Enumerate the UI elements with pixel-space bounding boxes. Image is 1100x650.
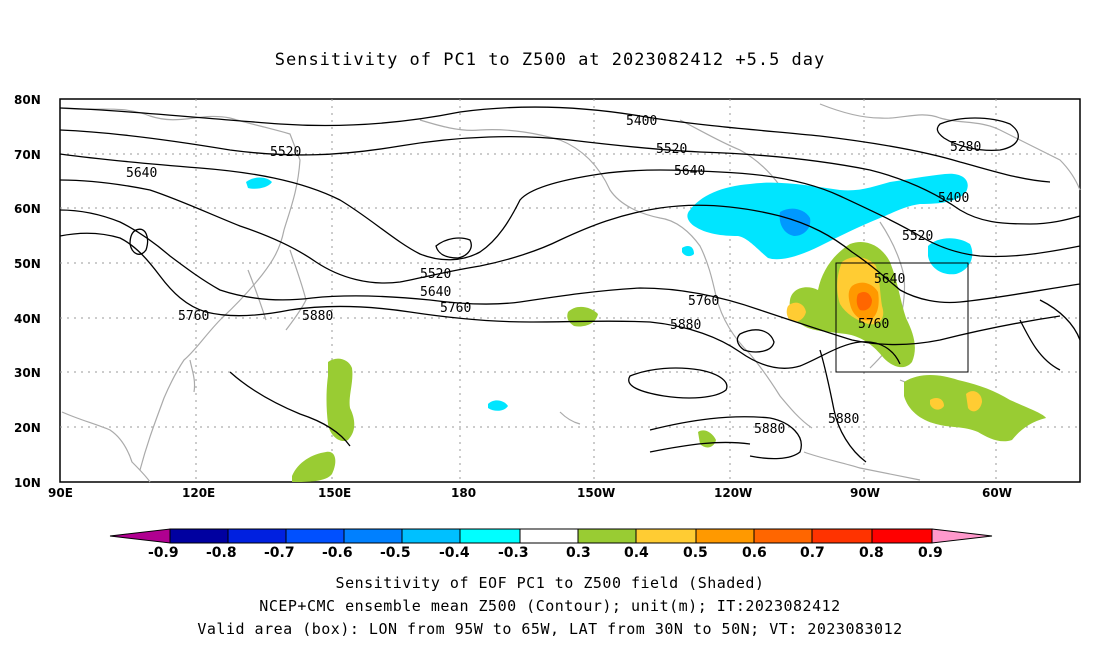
colorbar-label: -0.4 bbox=[439, 545, 470, 561]
positive-patch-yellow-east bbox=[966, 391, 982, 412]
longitude-axis: 90E 120E 150E 180 150W 120W 90W 60W bbox=[48, 486, 1012, 500]
positive-patch-yellow-west bbox=[786, 302, 806, 322]
colorbar-left-triangle bbox=[109, 528, 171, 544]
colorbar-label: -0.3 bbox=[498, 545, 529, 561]
colorbar-swatch bbox=[753, 528, 813, 544]
contour-label: 5760 bbox=[858, 317, 889, 332]
contour-label: 5400 bbox=[626, 114, 657, 129]
lon-label: 120W bbox=[714, 486, 752, 500]
negative-patch-coast bbox=[682, 246, 694, 257]
contour-labels: 5400 5520 5640 5280 5400 5520 5640 5760 … bbox=[126, 114, 981, 437]
colorbar-label: -0.8 bbox=[206, 545, 237, 561]
positive-patch-pacific-south bbox=[292, 451, 336, 482]
contour-label: 5640 bbox=[420, 285, 451, 300]
positive-patch-yellow-east-2 bbox=[930, 398, 944, 410]
lat-label: 50N bbox=[14, 257, 41, 271]
contour-label: 5760 bbox=[688, 294, 719, 309]
lon-label: 150E bbox=[318, 486, 351, 500]
colorbar-label: -0.9 bbox=[148, 545, 179, 561]
caption-valid-area: Valid area (box): LON from 95W to 65W, L… bbox=[197, 620, 903, 638]
colorbar: -0.9 -0.8 -0.7 -0.6 -0.5 -0.4 -0.3 0.3 0… bbox=[109, 528, 993, 561]
lon-label: 90E bbox=[48, 486, 73, 500]
colorbar-swatch bbox=[169, 528, 229, 544]
lat-label: 80N bbox=[14, 93, 41, 107]
lon-label: 180 bbox=[451, 486, 476, 500]
colorbar-swatch bbox=[577, 528, 637, 544]
negative-region-canada bbox=[687, 173, 968, 260]
lat-label: 70N bbox=[14, 148, 41, 162]
lat-label: 20N bbox=[14, 421, 41, 435]
positive-patch-pacific-north bbox=[326, 358, 355, 442]
contour-label: 5520 bbox=[270, 145, 301, 160]
colorbar-swatch bbox=[227, 528, 287, 544]
colorbar-label: -0.7 bbox=[264, 545, 295, 561]
colorbar-swatch bbox=[811, 528, 873, 544]
positive-core-red bbox=[856, 292, 872, 311]
contour-label: 5640 bbox=[874, 272, 905, 287]
negative-region-core bbox=[779, 208, 811, 236]
colorbar-label: -0.5 bbox=[380, 545, 411, 561]
caption-shading: Sensitivity of EOF PC1 to Z500 field (Sh… bbox=[335, 574, 765, 592]
contour-label: 5520 bbox=[656, 142, 687, 157]
colorbar-label: 0.3 bbox=[566, 545, 591, 561]
colorbar-swatch bbox=[459, 528, 521, 544]
colorbar-swatch bbox=[285, 528, 345, 544]
colorbar-swatch bbox=[635, 528, 697, 544]
colorbar-label: 0.8 bbox=[859, 545, 884, 561]
plot-area bbox=[59, 98, 1081, 483]
contour-label: 5520 bbox=[902, 229, 933, 244]
colorbar-swatch bbox=[519, 528, 579, 544]
valid-area-box bbox=[835, 262, 969, 373]
latitude-axis: 80N 70N 60N 50N 40N 30N 20N 10N bbox=[14, 93, 41, 490]
contour-label: 5880 bbox=[670, 318, 701, 333]
caption-contour: NCEP+CMC ensemble mean Z500 (Contour); u… bbox=[259, 597, 841, 615]
lat-label: 40N bbox=[14, 312, 41, 326]
colorbar-label: 0.7 bbox=[800, 545, 825, 561]
z500-contours bbox=[59, 106, 1081, 463]
lon-label: 60W bbox=[982, 486, 1012, 500]
colorbar-swatch bbox=[343, 528, 403, 544]
colorbar-label: -0.6 bbox=[322, 545, 353, 561]
negative-patch-pacific-2 bbox=[488, 400, 508, 411]
contour-label: 5760 bbox=[440, 301, 471, 316]
negative-patch-pacific-1 bbox=[246, 177, 272, 189]
contour-label: 5760 bbox=[178, 309, 209, 324]
contour-label: 5280 bbox=[950, 140, 981, 155]
colorbar-label: 0.6 bbox=[742, 545, 767, 561]
contour-label: 5880 bbox=[828, 412, 859, 427]
colorbar-label: 0.4 bbox=[624, 545, 649, 561]
colorbar-label: 0.5 bbox=[683, 545, 708, 561]
contour-label: 5640 bbox=[674, 164, 705, 179]
colorbar-swatch bbox=[871, 528, 933, 544]
sensitivity-shading bbox=[246, 173, 1046, 482]
colorbar-label: 0.9 bbox=[918, 545, 943, 561]
contour-label: 5880 bbox=[302, 309, 333, 324]
contour-label: 5880 bbox=[754, 422, 785, 437]
lat-label: 60N bbox=[14, 202, 41, 216]
contour-label: 5400 bbox=[938, 191, 969, 206]
map-title: Sensitivity of PC1 to Z500 at 2023082412… bbox=[274, 50, 826, 70]
contour-label: 5640 bbox=[126, 166, 157, 181]
colorbar-right-triangle bbox=[931, 528, 993, 544]
colorbar-swatch bbox=[695, 528, 755, 544]
lon-label: 150W bbox=[577, 486, 615, 500]
contour-label: 5520 bbox=[420, 267, 451, 282]
lon-label: 120E bbox=[182, 486, 215, 500]
negative-region-east bbox=[928, 238, 973, 275]
lat-label: 30N bbox=[14, 366, 41, 380]
colorbar-swatch bbox=[401, 528, 461, 544]
lon-label: 90W bbox=[850, 486, 880, 500]
lat-label: 10N bbox=[14, 476, 41, 490]
